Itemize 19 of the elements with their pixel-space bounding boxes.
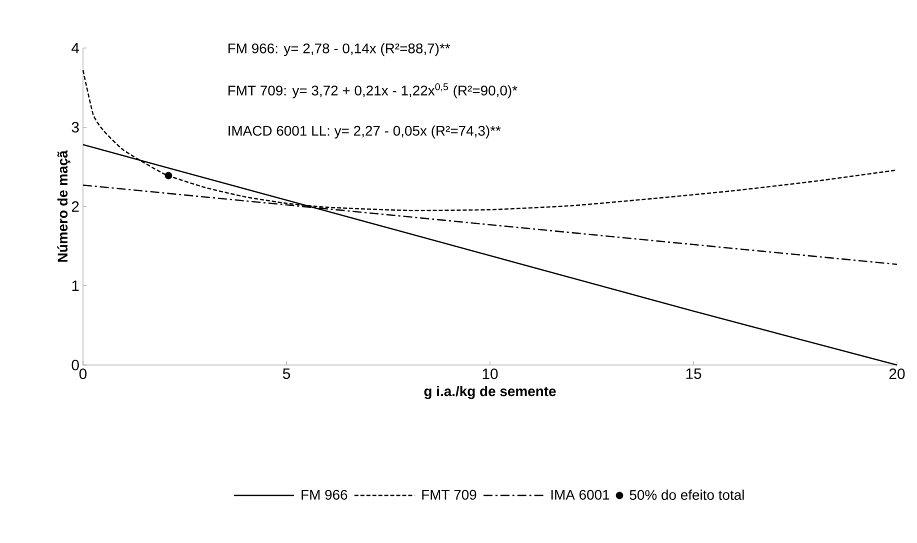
x-tick-label: 5 xyxy=(282,368,290,379)
x-tick-label: 20 xyxy=(889,368,905,380)
y-tick-label: 2 xyxy=(72,201,79,212)
x-axis-title: g i.a./kg de semente xyxy=(424,386,556,400)
y-tick-label: 1 xyxy=(72,280,79,291)
legend-label: 50% do efeito total xyxy=(630,490,744,500)
x-tick-label: 0 xyxy=(79,368,87,380)
annotation: FM 966: y= 2,78 - 0,14x (R²=88,7)** xyxy=(228,43,450,56)
x-tick-label: 15 xyxy=(686,368,702,379)
x-tick-label: 10 xyxy=(482,368,498,380)
y-axis-title: Número de maçã xyxy=(57,150,70,262)
y-tick-label: 0 xyxy=(72,360,79,370)
legend-label: FM 966 xyxy=(302,490,348,500)
y-tick-label: 3 xyxy=(72,122,79,133)
legend-label: FMT 709 xyxy=(422,490,476,500)
legend-label: IMA 6001 xyxy=(551,490,610,500)
annotation: FMT 709: y= 3,72 + 0,21x - 1,22x$^{0,5}$ (R²=90,0)* xyxy=(228,83,518,98)
annotation: IMACD 6001 LL: y= 2,27 - 0,05x (R²=74,3)** xyxy=(228,126,501,138)
y-tick-label: 4 xyxy=(72,42,80,54)
